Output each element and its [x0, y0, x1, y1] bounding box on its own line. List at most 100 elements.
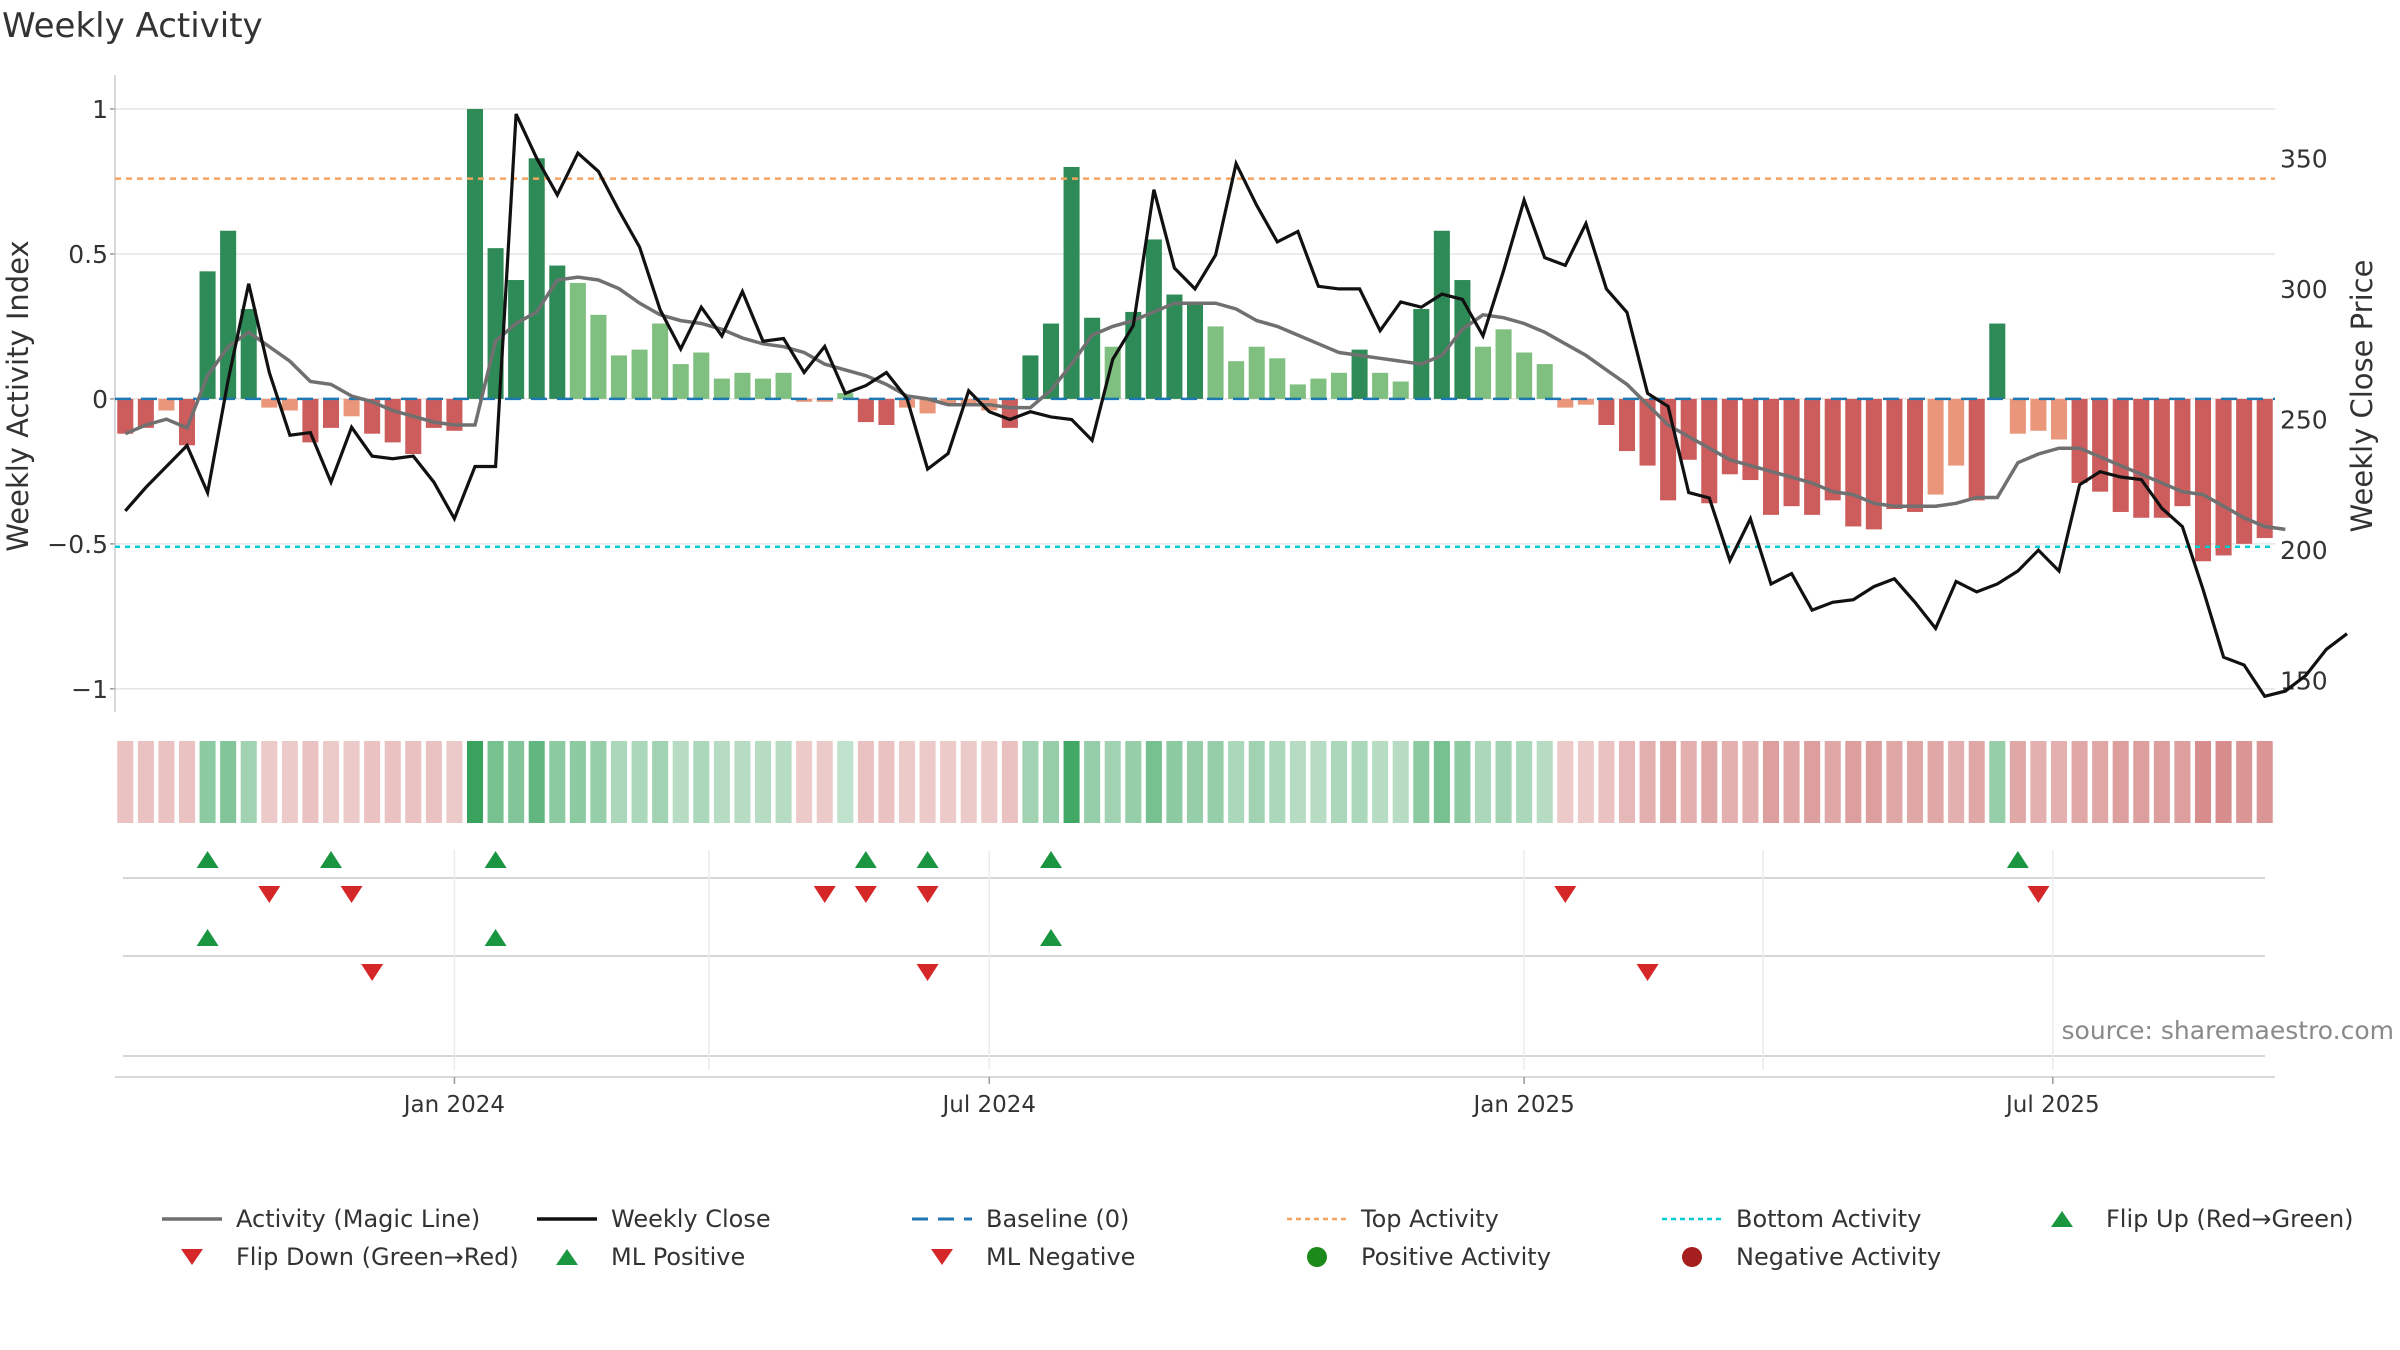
- activity-bar: [1392, 381, 1409, 399]
- ribbon-cell: [1968, 741, 1985, 823]
- activity-bar: [2050, 398, 2068, 440]
- ribbon-cell: [1639, 741, 1656, 823]
- flip-up-marker: [320, 851, 342, 868]
- activity-bar: [1104, 346, 1121, 399]
- legend-swatch-icon: [1682, 1247, 1702, 1267]
- legend-label: Weekly Close: [611, 1205, 771, 1233]
- ribbon-cell: [1865, 741, 1882, 823]
- activity-bar: [384, 398, 401, 443]
- activity-bar: [508, 280, 525, 399]
- activity-bar: [117, 398, 134, 434]
- activity-bars: [117, 108, 2273, 562]
- activity-bar: [1927, 398, 1944, 495]
- ribbon-cell: [2050, 741, 2068, 823]
- legend-item: Baseline (0): [910, 1205, 1129, 1233]
- ribbon-cell: [919, 741, 936, 823]
- ribbon-cell: [1927, 741, 1944, 823]
- activity-bar: [2133, 398, 2150, 518]
- ml-positive-marker: [196, 929, 219, 946]
- y-tick-label: 1: [92, 95, 108, 124]
- y2-tick-label: 250: [2280, 406, 2328, 435]
- ribbon-cell: [1269, 741, 1286, 823]
- activity-bar: [137, 398, 154, 428]
- ribbon-cell: [1680, 741, 1697, 823]
- activity-bar: [2215, 398, 2232, 556]
- legend-swatch-icon: [1662, 1217, 1722, 1221]
- activity-bar: [837, 393, 854, 399]
- ribbon-cell: [1289, 741, 1306, 823]
- activity-bar: [364, 398, 381, 434]
- ribbon-cell: [1721, 741, 1738, 823]
- ribbon-cell: [364, 741, 381, 823]
- activity-bar: [940, 398, 957, 405]
- ribbon-cell: [1413, 741, 1430, 823]
- ribbon-cell: [1433, 741, 1450, 823]
- activity-bar: [466, 108, 484, 399]
- ribbon-cell: [322, 741, 340, 823]
- legend-item: Positive Activity: [1285, 1243, 1551, 1271]
- ml-positive-marker: [1040, 929, 1062, 946]
- legend-item: Flip Up (Red→Green): [2030, 1205, 2354, 1233]
- ribbon-cell: [1824, 741, 1841, 823]
- activity-bar: [2030, 398, 2047, 431]
- ribbon-cell: [425, 741, 442, 823]
- activity-bar: [1536, 364, 1553, 399]
- activity-bar: [322, 398, 340, 428]
- x-tick-label: Jan 2025: [1471, 1092, 1574, 1118]
- ribbon-cell: [713, 741, 730, 823]
- y-tick-label: 0: [92, 385, 108, 414]
- ml-negative-marker: [916, 964, 939, 981]
- activity-bar: [960, 398, 977, 405]
- activity-bar: [569, 282, 586, 399]
- activity-bar: [1742, 398, 1759, 481]
- x-tick-label: Jan 2024: [402, 1092, 505, 1118]
- ribbon-cell: [2030, 741, 2047, 823]
- legend-label: Positive Activity: [1361, 1243, 1551, 1271]
- flip-up-marker: [2006, 851, 2029, 868]
- activity-bar: [1845, 398, 1862, 527]
- ribbon-cell: [281, 741, 298, 823]
- activity-bar: [1824, 398, 1841, 501]
- activity-bar: [775, 372, 792, 399]
- activity-bar: [2153, 398, 2170, 518]
- activity-bar: [1516, 352, 1533, 399]
- ribbon-cell: [508, 741, 525, 823]
- activity-bar: [878, 398, 895, 425]
- flip-down-marker: [1554, 886, 1577, 903]
- ribbon-cell: [528, 741, 545, 823]
- ribbon-cell: [2194, 741, 2212, 823]
- legend-label: Flip Down (Green→Red): [236, 1243, 519, 1271]
- activity-bar: [1413, 309, 1430, 399]
- activity-bar: [1207, 326, 1224, 399]
- ribbon-cell: [1104, 741, 1121, 823]
- activity-bar: [1886, 398, 1903, 510]
- ribbon-cell: [1372, 741, 1389, 823]
- legend-item: Activity (Magic Line): [160, 1205, 480, 1233]
- activity-bar: [1906, 398, 1924, 512]
- activity-bar: [652, 323, 669, 399]
- legend-item: Top Activity: [1285, 1205, 1499, 1233]
- ribbon-cell: [2174, 741, 2191, 823]
- legend-item: ML Positive: [535, 1243, 745, 1271]
- activity-bar: [1145, 239, 1162, 399]
- flip-down-marker: [258, 886, 281, 903]
- ribbon-cell: [466, 741, 484, 823]
- activity-bar: [1474, 346, 1492, 399]
- ribbon-cell: [837, 741, 854, 823]
- legend-label: Bottom Activity: [1736, 1205, 1922, 1233]
- activity-bar: [1783, 398, 1800, 507]
- ribbon-cell: [672, 741, 689, 823]
- activity-bar: [199, 271, 216, 399]
- ribbon-cell: [240, 741, 257, 823]
- ribbon-cell: [1248, 741, 1265, 823]
- activity-bar: [796, 398, 813, 402]
- legend-label: Negative Activity: [1736, 1243, 1942, 1271]
- activity-bar: [1762, 398, 1780, 515]
- ribbon-cell: [1042, 741, 1060, 823]
- ribbon-cell: [981, 741, 998, 823]
- ribbon-cell: [610, 741, 628, 823]
- activity-bar: [1372, 372, 1389, 399]
- flip-up-marker: [916, 851, 939, 868]
- legend-swatch-icon: [162, 1217, 222, 1221]
